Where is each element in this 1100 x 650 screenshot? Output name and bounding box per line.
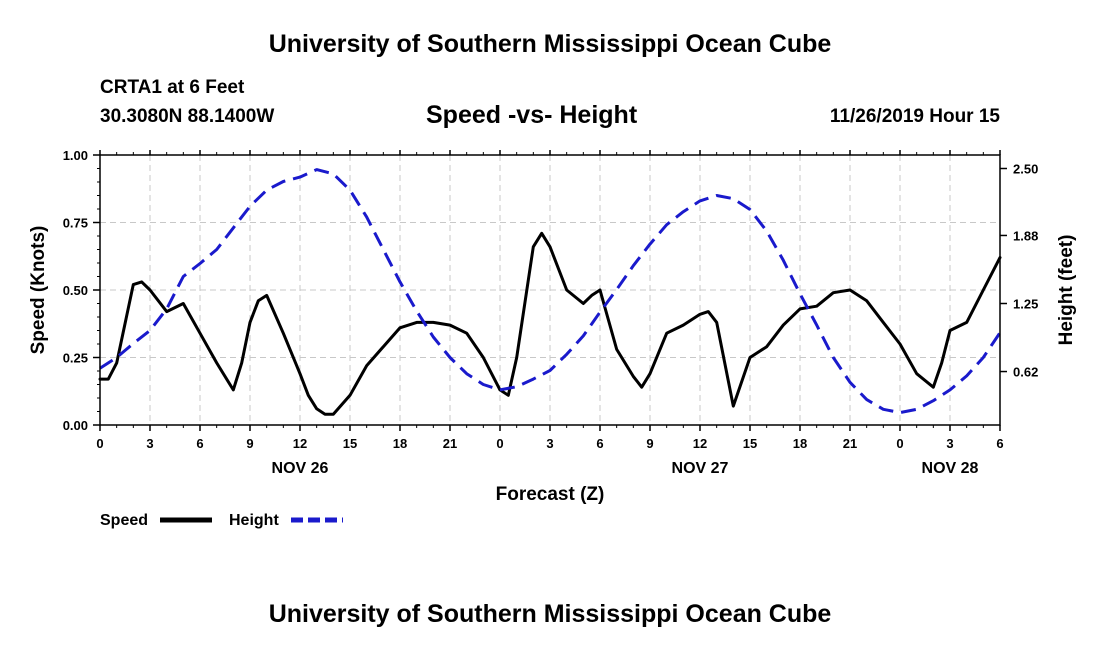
y2-tick-label: 1.88	[1013, 228, 1038, 243]
timestamp-label: 11/26/2019 Hour 15	[829, 106, 1000, 127]
y-tick-label: 0.50	[63, 283, 88, 298]
header-title: University of Southern Mississippi Ocean…	[268, 30, 832, 58]
x-tick-label: 12	[693, 436, 707, 451]
x-tick-label: 0	[96, 436, 103, 451]
x-tick-label: 21	[843, 436, 857, 451]
x-tick-label: 6	[996, 436, 1003, 451]
x-tick-label: 3	[946, 436, 953, 451]
y-tick-label: 0.75	[63, 216, 88, 231]
y2-tick-label: 2.50	[1013, 162, 1038, 177]
footer-title: University of Southern Mississippi Ocean…	[268, 600, 832, 628]
y-tick-label: 1.00	[63, 148, 88, 163]
series-layer	[98, 168, 1002, 416]
x-tick-label: 3	[546, 436, 553, 451]
y-axis-title: Speed (Knots)	[28, 226, 49, 355]
station-label: CRTA1 at 6 Feet	[100, 77, 245, 98]
y2-tick-label: 0.62	[1013, 365, 1038, 380]
x-axis-title: Forecast (Z)	[496, 484, 605, 505]
x-tick-label: 9	[246, 436, 253, 451]
coordinates-label: 30.3080N 88.1400W	[100, 106, 275, 127]
x-tick-label: 21	[443, 436, 457, 451]
speed-series-line	[98, 231, 1002, 416]
x-tick-label: 15	[343, 436, 357, 451]
y2-axis-title: Height (feet)	[1056, 235, 1077, 346]
legend-height-label: Height	[229, 512, 279, 529]
x-tick-label: 3	[146, 436, 153, 451]
x-tick-label: 18	[793, 436, 807, 451]
x-tick-label: 18	[393, 436, 407, 451]
legend-speed-label: Speed	[100, 512, 148, 529]
y-tick-label: 0.25	[63, 351, 88, 366]
legend: Speed Height	[100, 512, 343, 529]
x-tick-label: 6	[596, 436, 603, 451]
date-label: NOV 28	[922, 460, 979, 477]
x-tick-label: 0	[896, 436, 903, 451]
chart-title: Speed -vs- Height	[426, 101, 638, 129]
axes: 0 3 6 9 12 15 18 21 0 3 6 9 12 15 18 21 0 3 6 NOV 26 NOV 27 N…	[63, 148, 1039, 477]
x-tick-label: 12	[293, 436, 307, 451]
x-tick-label: 15	[743, 436, 757, 451]
date-label: NOV 26	[272, 460, 329, 477]
x-tick-label: 6	[196, 436, 203, 451]
date-label: NOV 27	[672, 460, 729, 477]
x-tick-label: 0	[496, 436, 503, 451]
height-series-line	[99, 168, 1002, 415]
grid	[100, 155, 1000, 425]
x-tick-label: 9	[646, 436, 653, 451]
y2-tick-label: 1.25	[1013, 297, 1038, 312]
plot-frame	[99, 154, 1001, 426]
y-tick-label: 0.00	[63, 418, 88, 433]
